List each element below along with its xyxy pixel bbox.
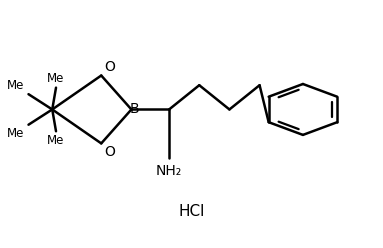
Text: HCl: HCl [178,204,205,219]
Text: NH₂: NH₂ [156,164,182,178]
Text: Me: Me [47,72,65,85]
Text: Me: Me [7,127,25,140]
Text: O: O [104,60,115,74]
Text: O: O [104,145,115,159]
Text: Me: Me [7,79,25,92]
Text: B: B [129,102,139,117]
Text: Me: Me [47,134,65,147]
